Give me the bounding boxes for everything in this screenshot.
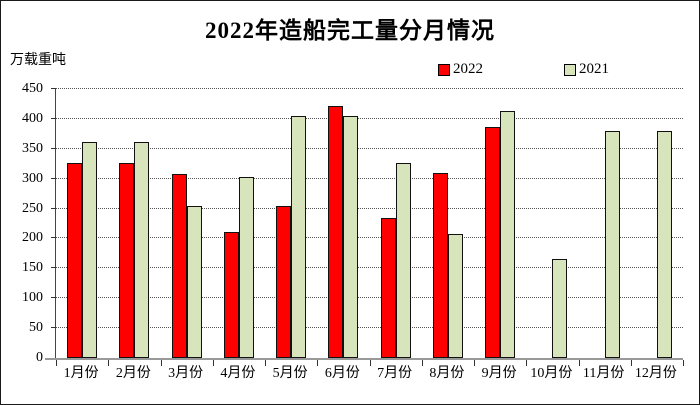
legend-label-2021: 2021 xyxy=(579,61,609,77)
y-tick-mark xyxy=(51,267,56,269)
bar-2022-8月份 xyxy=(432,173,448,358)
bar-2021-9月份 xyxy=(500,111,516,358)
x-tick-mark xyxy=(474,360,475,366)
gridline-350 xyxy=(56,147,683,149)
x-tick-mark xyxy=(578,360,580,366)
month-group-3月份 xyxy=(161,89,213,358)
bar-2022-9月份 xyxy=(485,127,501,358)
x-axis-left-extension xyxy=(45,358,56,360)
gridline-400 xyxy=(56,117,683,119)
bar-2022-6月份 xyxy=(328,106,344,358)
gridline-300 xyxy=(56,177,683,179)
gridline-100 xyxy=(56,297,683,299)
bar-2022-7月份 xyxy=(380,218,396,358)
bar-2021-5月份 xyxy=(291,116,307,358)
x-axis-label-10月份: 10月份 xyxy=(530,366,573,381)
y-tick-label-200: 200 xyxy=(22,230,43,246)
bar-2021-6月份 xyxy=(343,116,359,358)
month-group-10月份 xyxy=(526,89,578,358)
legend-label-2022: 2022 xyxy=(453,61,483,77)
bar-2021-8月份 xyxy=(447,234,463,358)
gridline-450 xyxy=(56,88,683,89)
x-tick-mark xyxy=(526,360,528,366)
month-group-2月份 xyxy=(108,89,160,358)
gridline-200 xyxy=(56,237,683,239)
legend-swatch-2021-icon xyxy=(564,63,576,76)
plot-area xyxy=(45,88,684,366)
gridline-150 xyxy=(56,267,683,269)
legend-swatch-2022-icon xyxy=(438,63,450,76)
bar-2022-3月份 xyxy=(171,174,187,358)
bar-2022-1月份 xyxy=(67,163,83,358)
y-tick-label-0: 0 xyxy=(36,350,43,365)
legend-item-2022: 2022 xyxy=(438,61,483,78)
y-tick-label-100: 100 xyxy=(22,290,43,306)
x-tick-mark xyxy=(265,360,266,366)
x-tick-mark xyxy=(369,360,371,366)
x-tick-mark xyxy=(421,360,423,366)
chart-title: 2022年造船完工量分月情况 xyxy=(205,18,495,43)
bar-2021-10月份 xyxy=(552,259,568,358)
y-tick-mark xyxy=(51,207,56,209)
x-axis-label-9月份: 9月份 xyxy=(481,366,517,381)
x-tick-mark xyxy=(108,360,110,366)
x-axis-label-8月份: 8月份 xyxy=(429,366,465,381)
bar-2021-1月份 xyxy=(82,142,98,358)
x-axis-label-4月份: 4月份 xyxy=(220,366,256,381)
bar-2022-2月份 xyxy=(119,163,135,358)
y-tick-label-400: 400 xyxy=(22,110,43,126)
x-tick-mark xyxy=(56,360,57,366)
x-axis-label-1月份: 1月份 xyxy=(63,366,99,381)
month-group-1月份 xyxy=(56,89,108,358)
x-axis-label-12月份: 12月份 xyxy=(634,366,677,381)
x-axis-label-11月份: 11月份 xyxy=(582,366,625,381)
y-tick-label-350: 350 xyxy=(22,140,43,156)
month-group-4月份 xyxy=(213,89,265,358)
y-tick-label-450: 450 xyxy=(22,81,43,96)
bar-2021-4月份 xyxy=(238,177,254,358)
x-axis-label-6月份: 6月份 xyxy=(324,366,360,381)
x-tick-mark xyxy=(683,360,684,366)
month-group-5月份 xyxy=(265,89,317,358)
x-axis-label-7月份: 7月份 xyxy=(377,366,413,381)
y-axis-unit-label: 万载重吨 xyxy=(10,53,66,68)
gridline-250 xyxy=(56,207,683,209)
x-tick-mark xyxy=(212,360,214,366)
x-tick-mark xyxy=(630,360,632,366)
month-group-11月份 xyxy=(579,89,631,358)
x-tick-mark xyxy=(317,360,319,366)
x-axis-label-3月份: 3月份 xyxy=(168,366,204,381)
gridline-50 xyxy=(56,327,683,329)
bar-2021-3月份 xyxy=(186,206,202,358)
bar-2022-4月份 xyxy=(223,232,239,358)
month-group-8月份 xyxy=(422,89,474,358)
month-group-6月份 xyxy=(317,89,369,358)
y-tick-mark xyxy=(51,327,56,329)
month-group-7月份 xyxy=(370,89,422,358)
bar-2021-11月份 xyxy=(604,131,620,358)
y-tick-mark xyxy=(51,88,56,89)
bar-2021-12月份 xyxy=(656,131,672,358)
y-tick-label-150: 150 xyxy=(22,260,43,276)
bar-2021-2月份 xyxy=(134,142,150,358)
y-tick-label-300: 300 xyxy=(22,170,43,186)
month-group-12月份 xyxy=(631,89,683,358)
legend-item-2021: 2021 xyxy=(564,61,609,78)
y-tick-mark xyxy=(51,297,56,299)
y-tick-label-50: 50 xyxy=(29,320,43,336)
y-tick-mark xyxy=(51,177,56,179)
bar-2021-7月份 xyxy=(395,163,411,358)
x-axis-label-2月份: 2月份 xyxy=(115,366,151,381)
y-tick-mark xyxy=(51,147,56,149)
x-tick-mark xyxy=(160,360,162,366)
x-axis-label-5月份: 5月份 xyxy=(272,366,308,381)
y-tick-mark xyxy=(51,117,56,119)
y-tick-label-250: 250 xyxy=(22,200,43,216)
y-tick-mark xyxy=(51,237,56,239)
month-group-9月份 xyxy=(474,89,526,358)
bar-2022-5月份 xyxy=(276,206,292,358)
